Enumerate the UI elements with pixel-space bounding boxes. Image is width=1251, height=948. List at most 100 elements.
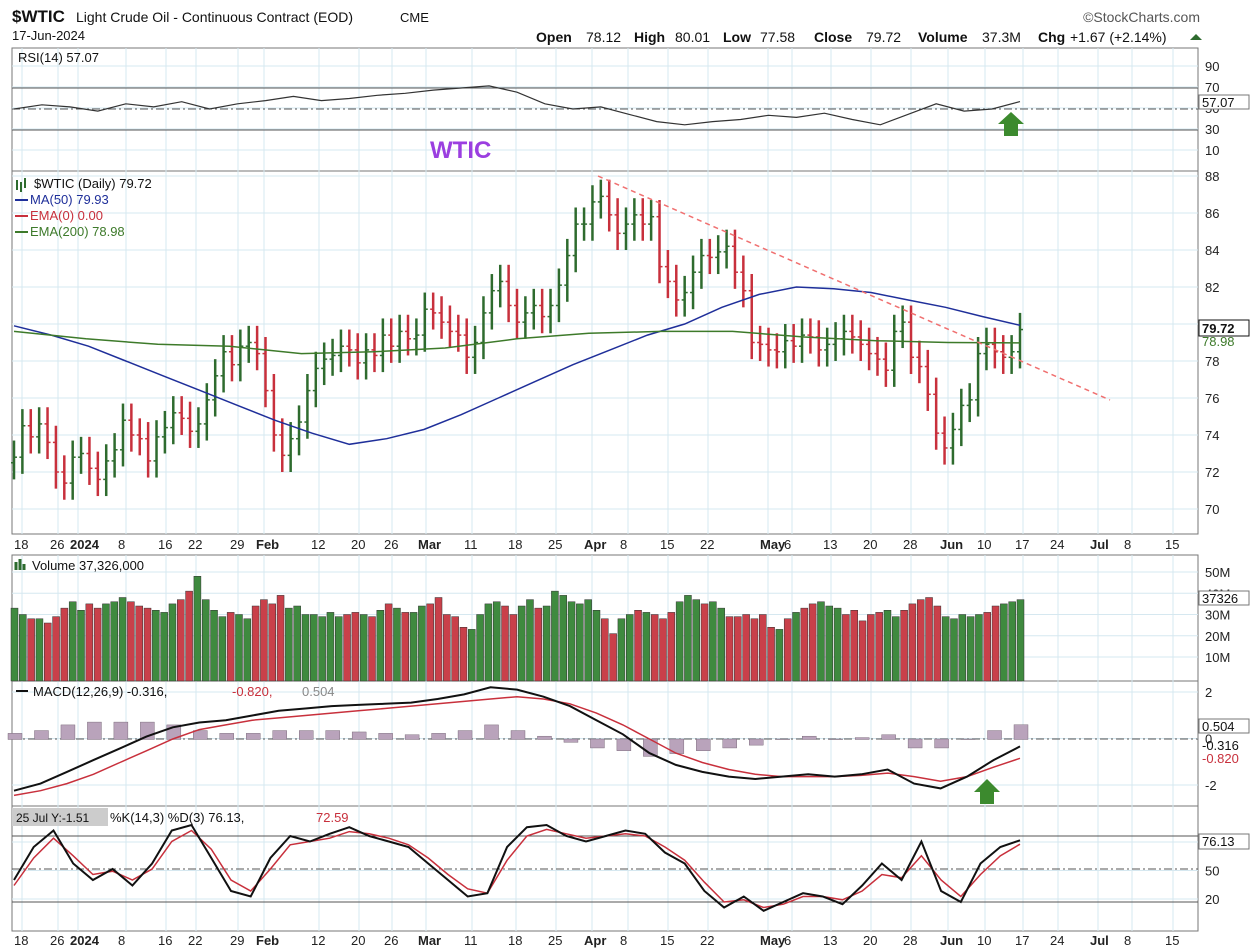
volume-bar: [867, 614, 875, 682]
volume-bar: [634, 610, 642, 682]
x-tick-label: 6: [784, 537, 791, 552]
volume-bar: [243, 618, 252, 682]
x-tick-label: 8: [118, 537, 125, 552]
x-tick-label: 12: [311, 537, 325, 552]
macd-tick: 0: [1205, 732, 1212, 747]
x-tick-label: 26: [50, 933, 64, 948]
volume-legend-icon: [14, 559, 26, 570]
tooltip-box: [12, 808, 108, 826]
macd-histogram-bar: [219, 733, 234, 740]
x-tick-label: 2024: [70, 537, 100, 552]
volume-tick: 10M: [1205, 650, 1230, 665]
close-tag: 79.72: [1202, 321, 1235, 336]
rsi-line: [13, 85, 1021, 126]
x-tick-label: 29: [230, 537, 244, 552]
x-tick-label: 18: [14, 933, 28, 948]
x-tick-label: 15: [1165, 933, 1179, 948]
x-tick-label: Jun: [940, 933, 963, 948]
volume-bar: [193, 576, 202, 682]
volume-bar: [933, 605, 942, 682]
volume-bar: [318, 616, 326, 682]
price-tick: 84: [1205, 243, 1219, 258]
macd-histogram-bar: [272, 730, 287, 740]
x-tick-label: 20: [863, 537, 877, 552]
volume-bar: [551, 590, 559, 682]
x-tick-label: 28: [903, 933, 917, 948]
x-tick-label: 22: [188, 537, 202, 552]
x-tick-label: 17: [1015, 537, 1029, 552]
volume-tick: 50M: [1205, 565, 1230, 580]
volume-bar: [251, 605, 260, 682]
volume-bar: [767, 627, 775, 682]
rsi-legend: RSI(14) 57.07: [18, 50, 99, 65]
macd-tag: -0.316: [1202, 738, 1239, 753]
price-tick: 78: [1205, 354, 1219, 369]
x-tick-label: 10: [977, 933, 991, 948]
macd-histogram-bar: [828, 738, 843, 740]
volume-bar: [759, 614, 767, 682]
volume-bar: [443, 614, 451, 682]
x-tick-label: 8: [1124, 933, 1131, 948]
volume-bar: [343, 614, 351, 682]
exchange: CME: [400, 10, 429, 25]
macd-histogram-bar: [881, 734, 896, 740]
x-tick-label: 8: [1124, 537, 1131, 552]
x-tick-label: 11: [464, 933, 478, 948]
volume-bar: [376, 610, 385, 682]
x-tick-label: 13: [823, 537, 837, 552]
macd-histogram-bar: [590, 738, 605, 749]
x-tick-label: 18: [14, 537, 28, 552]
volume-bar: [526, 599, 534, 682]
volume-bar: [625, 614, 634, 682]
x-tick-label: 20: [351, 537, 365, 552]
macd-histogram-bar: [960, 738, 976, 740]
stoch-k-line: [13, 823, 1021, 912]
x-tick-label: 2024: [70, 933, 100, 948]
price-tick: 88: [1205, 169, 1219, 184]
x-tick-label: Jun: [940, 537, 963, 552]
volume-bar: [941, 616, 950, 682]
rsi-tick: 10: [1205, 143, 1219, 158]
x-tick-label: Apr: [584, 537, 606, 552]
x-tick-label: 26: [50, 537, 64, 552]
high-value: 80.01: [675, 29, 710, 45]
x-tick-label: 29: [230, 933, 244, 948]
volume-bar: [160, 612, 168, 682]
volume-bar: [185, 590, 193, 682]
ma50-legend: MA(50) 79.93: [30, 192, 109, 207]
volume-bar: [584, 599, 592, 682]
chg-up-icon: [1190, 34, 1202, 40]
volume-bar: [226, 612, 235, 682]
x-tick-label: 15: [660, 933, 674, 948]
macd-tick: -2: [1205, 778, 1217, 793]
open-label: Open: [536, 29, 572, 45]
price-tick: 86: [1205, 206, 1219, 221]
price-legend-icon: [16, 178, 26, 192]
x-tick-label: Jul: [1090, 537, 1109, 552]
macd-hist-tag-box: [1198, 718, 1250, 734]
volume-bar: [168, 603, 177, 682]
price-tick: 76: [1205, 391, 1219, 406]
volume-bar: [991, 605, 1000, 682]
volume-bar: [468, 629, 476, 682]
volume-bar: [825, 605, 834, 682]
macd-histogram-bar: [7, 733, 23, 740]
macd-histogram-bar: [113, 721, 129, 740]
volume-bar: [659, 618, 667, 682]
macd-legend-b: -0.820,: [232, 684, 272, 699]
volume-bar: [684, 595, 692, 682]
stoch-legend-a: %K(14,3) %D(3) 76.13,: [110, 810, 244, 825]
volume-bar: [434, 597, 443, 682]
macd-histogram-bar: [537, 735, 552, 740]
volume-bar: [476, 614, 484, 682]
wtic-annotation: WTIC: [430, 137, 491, 164]
price-tick: 82: [1205, 280, 1219, 295]
x-tick-label: 11: [464, 537, 478, 552]
volume-bar: [609, 633, 617, 682]
volume-bar: [800, 607, 809, 682]
macd-histogram-bar: [802, 735, 817, 740]
volume-bar: [875, 612, 883, 682]
macd-histogram-bar: [193, 730, 208, 740]
volume-bar: [10, 607, 19, 682]
